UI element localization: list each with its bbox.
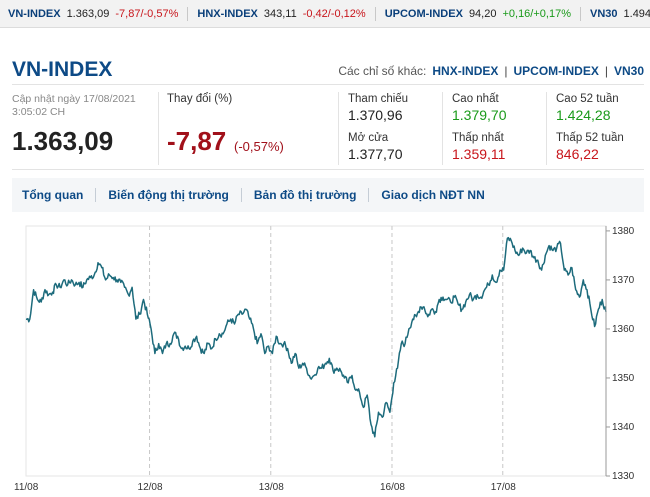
y-tick-label: 1360	[612, 324, 635, 335]
ticker-bar: VN-INDEX 1.363,09 -7,87/-0,57% HNX-INDEX…	[0, 0, 650, 28]
chart-series	[25, 236, 607, 438]
high52-value: 1.424,28	[556, 107, 611, 123]
open-value: 1.377,70	[348, 146, 403, 162]
link-upcom-index[interactable]: UPCOM-INDEX	[513, 64, 599, 78]
index-chart: 1330 1340 1350 1360 1370 1380 11/08 12/08 13/08…	[14, 225, 635, 493]
ticker-value: 94,20	[468, 7, 497, 20]
update-time: 3:05:02 CH	[12, 106, 66, 118]
ticker-name[interactable]: HNX-INDEX	[197, 7, 258, 20]
high-value: 1.379,70	[452, 107, 507, 123]
high52-label: Cao 52 tuần	[556, 93, 619, 105]
x-tick-label: 11/08	[14, 482, 39, 493]
y-tick-label: 1350	[612, 373, 635, 384]
change-percent: (-0,57%)	[234, 139, 284, 154]
y-tick-label: 1380	[612, 226, 635, 237]
divider	[12, 169, 644, 170]
link-hnx-index[interactable]: HNX-INDEX	[432, 64, 499, 78]
low-value: 1.359,11	[452, 146, 506, 162]
ticker-name[interactable]: VN30	[589, 7, 618, 20]
chart-grid	[25, 225, 607, 477]
index-value: 1.363,09	[12, 126, 114, 156]
x-tick-label: 13/08	[259, 482, 284, 493]
low52-value: 846,22	[556, 146, 599, 162]
ticker-item-hnxindex[interactable]: HNX-INDEX 343,11 -0,42/-0,12%	[197, 6, 376, 21]
ticker-value: 1.363,09	[66, 7, 110, 20]
x-axis: 11/08 12/08 13/08 16/08 17/08	[14, 482, 516, 493]
x-tick-label: 12/08	[138, 482, 163, 493]
ref-value: 1.370,96	[348, 107, 403, 123]
divider	[442, 92, 443, 165]
x-tick-label: 17/08	[491, 482, 516, 493]
ticker-change: -7,87/-0,57%	[115, 7, 179, 20]
tab-bar: Tổng quan Biến động thị trường Bản đồ th…	[12, 178, 644, 212]
tab-overview[interactable]: Tổng quan	[22, 188, 97, 202]
update-date: Cập nhật ngày 17/08/2021	[12, 93, 136, 105]
tab-market-movement[interactable]: Biến động thị trường	[96, 188, 242, 202]
tab-foreign-trading[interactable]: Giao dịch NĐT NN	[381, 188, 485, 202]
low52-label: Thấp 52 tuần	[556, 132, 624, 144]
ticker-item-vnindex[interactable]: VN-INDEX 1.363,09 -7,87/-0,57%	[8, 6, 189, 21]
update-info: Cập nhật ngày 17/08/2021 3:05:02 CH	[12, 93, 162, 119]
y-tick-label: 1330	[612, 471, 635, 482]
ticker-name[interactable]: UPCOM-INDEX	[384, 7, 463, 20]
divider	[12, 84, 644, 85]
link-vn30[interactable]: VN30	[613, 64, 644, 78]
ticker-change: +0,16/+0,17%	[502, 7, 571, 20]
other-indices: Các chỉ số khác: HNX-INDEX | UPCOM-INDEX…	[338, 64, 644, 78]
y-tick-label: 1340	[612, 422, 635, 433]
ticker-change: -0,42/-0,12%	[302, 7, 366, 20]
ticker-name[interactable]: VN-INDEX	[8, 7, 61, 20]
ref-label: Tham chiếu	[348, 93, 409, 105]
divider	[158, 92, 159, 165]
ticker-value: 343,11	[263, 7, 297, 20]
separator: |	[604, 64, 608, 78]
series-line	[25, 236, 607, 438]
separator: |	[504, 64, 508, 78]
ticker-value: 1.494,	[623, 7, 650, 20]
other-indices-label: Các chỉ số khác:	[338, 64, 427, 78]
low-label: Thấp nhất	[452, 132, 504, 144]
ticker-item-vn30[interactable]: VN30 1.494,	[590, 7, 650, 21]
page-title: VN-INDEX	[12, 58, 113, 81]
y-axis: 1330 1340 1350 1360 1370 1380	[605, 226, 635, 482]
divider	[338, 92, 339, 165]
open-label: Mở cửa	[348, 132, 389, 144]
y-tick-label: 1370	[612, 275, 635, 286]
ticker-item-upcomindex[interactable]: UPCOM-INDEX 94,20 +0,16/+0,17%	[384, 6, 581, 21]
high-label: Cao nhất	[452, 93, 499, 105]
x-tick-label: 16/08	[380, 482, 405, 493]
divider	[546, 92, 547, 165]
change-label: Thay đổi (%)	[167, 93, 233, 105]
tab-market-map[interactable]: Bản đồ thị trường	[242, 188, 370, 202]
change-value: -7,87	[167, 126, 227, 156]
plot-frame	[25, 225, 607, 477]
